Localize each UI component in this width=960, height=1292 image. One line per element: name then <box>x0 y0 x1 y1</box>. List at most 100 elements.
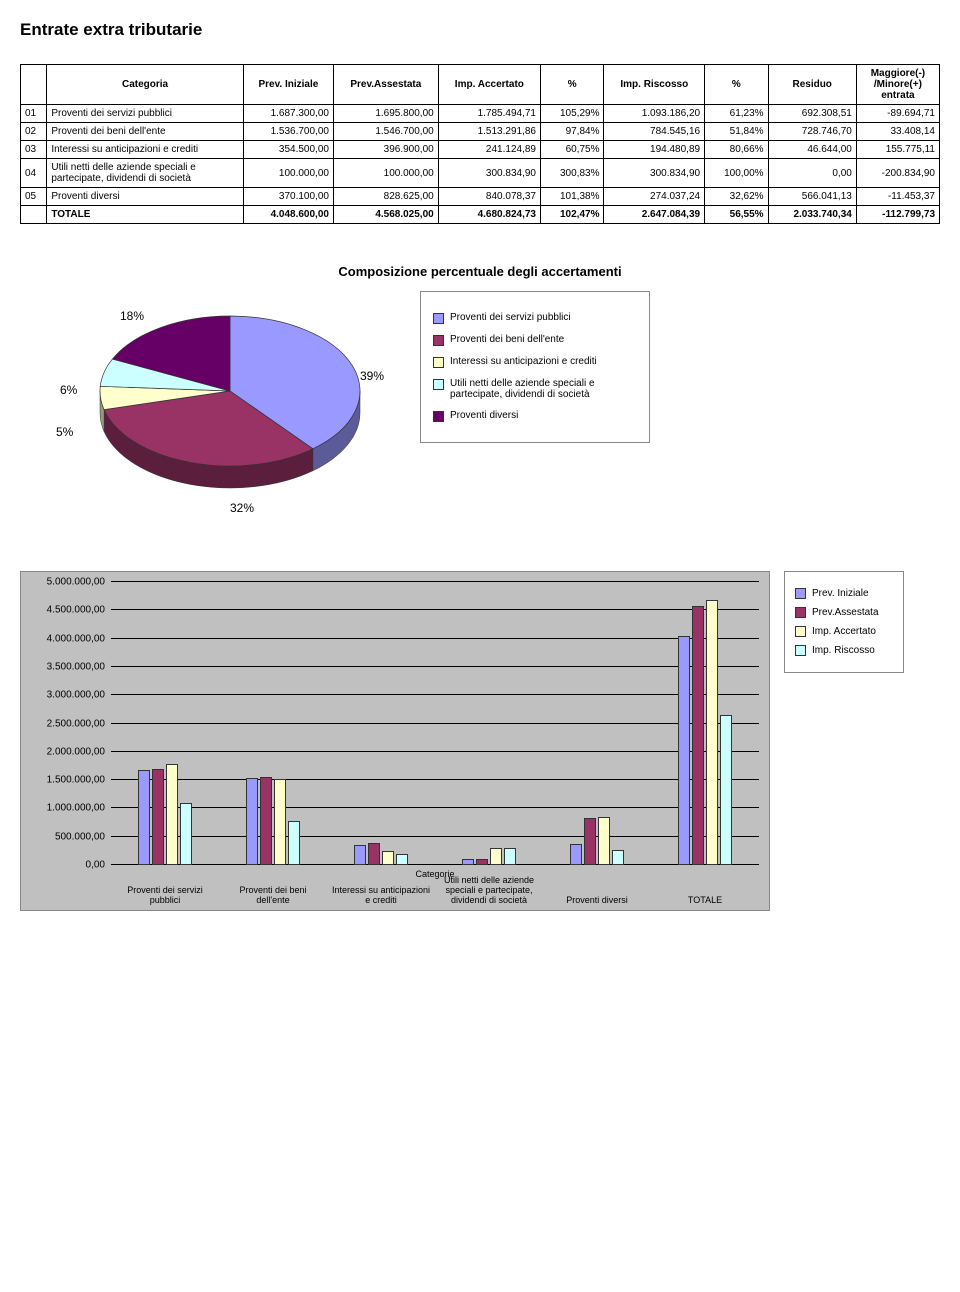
cell: 0,00 <box>768 159 856 188</box>
y-tick-label: 1.000.000,00 <box>47 803 105 814</box>
cell: 60,75% <box>540 141 604 159</box>
bar <box>180 803 192 865</box>
cell: 4.568.025,00 <box>333 206 438 224</box>
table-header: Maggiore(-) /Minore(+) entrata <box>856 65 939 105</box>
cell: 274.037,24 <box>604 188 705 206</box>
gridline: 0,00 <box>111 864 759 865</box>
cell: 300,83% <box>540 159 604 188</box>
legend-label: Proventi diversi <box>450 410 518 421</box>
cell: -112.799,73 <box>856 206 939 224</box>
y-tick-label: 3.500.000,00 <box>47 661 105 672</box>
cell: 1.687.300,00 <box>243 105 333 123</box>
row-category: TOTALE <box>47 206 243 224</box>
row-category: Proventi diversi <box>47 188 243 206</box>
row-id <box>21 206 47 224</box>
cell: 300.834,90 <box>438 159 540 188</box>
legend-swatch <box>433 411 444 422</box>
gridline: 1.000.000,00 <box>111 807 759 808</box>
gridline: 4.000.000,00 <box>111 638 759 639</box>
row-id: 01 <box>21 105 47 123</box>
pie-extra-label: 32% <box>230 501 254 515</box>
table-header: % <box>540 65 604 105</box>
cell: -200.834,90 <box>856 159 939 188</box>
cell: 241.124,89 <box>438 141 540 159</box>
cell: 194.480,89 <box>604 141 705 159</box>
legend-swatch <box>795 607 806 618</box>
row-category: Proventi dei beni dell'ente <box>47 123 243 141</box>
cell: 61,23% <box>705 105 769 123</box>
row-id: 03 <box>21 141 47 159</box>
pie-pct-label: 5% <box>56 425 73 439</box>
bar <box>706 600 718 865</box>
pie-legend-item: Proventi diversi <box>433 410 637 422</box>
table-row: 04Utili netti delle aziende speciali e p… <box>21 159 940 188</box>
legend-label: Prev.Assestata <box>812 607 879 618</box>
bar <box>246 778 258 865</box>
x-category-label: TOTALE <box>655 895 755 905</box>
bar <box>570 844 582 865</box>
cell: -11.453,37 <box>856 188 939 206</box>
legend-swatch <box>795 626 806 637</box>
x-category-label: Proventi dei servizi pubblici <box>115 885 215 905</box>
table-row: 02Proventi dei beni dell'ente1.536.700,0… <box>21 123 940 141</box>
bar <box>354 845 366 865</box>
page-title: Entrate extra tributarie <box>20 20 940 40</box>
table-header: Imp. Accertato <box>438 65 540 105</box>
y-tick-label: 2.000.000,00 <box>47 746 105 757</box>
pie-title: Composizione percentuale degli accertame… <box>20 264 940 279</box>
cell: 101,38% <box>540 188 604 206</box>
cell: 1.695.800,00 <box>333 105 438 123</box>
bar <box>138 770 150 866</box>
y-tick-label: 5.000.000,00 <box>47 577 105 588</box>
bar <box>692 606 704 865</box>
y-tick-label: 2.500.000,00 <box>47 718 105 729</box>
cell: 1.546.700,00 <box>333 123 438 141</box>
table-row: 03Interessi su anticipazioni e crediti35… <box>21 141 940 159</box>
cell: 46.644,00 <box>768 141 856 159</box>
gridline: 4.500.000,00 <box>111 609 759 610</box>
bar-legend-item: Imp. Riscosso <box>795 645 893 656</box>
legend-swatch <box>795 645 806 656</box>
bar <box>476 859 488 865</box>
cell: 105,29% <box>540 105 604 123</box>
row-category: Proventi dei servizi pubblici <box>47 105 243 123</box>
cell: 2.033.740,34 <box>768 206 856 224</box>
cell: 784.545,16 <box>604 123 705 141</box>
cell: 1.785.494,71 <box>438 105 540 123</box>
pie-legend: Proventi dei servizi pubbliciProventi de… <box>420 291 650 443</box>
legend-swatch <box>433 357 444 368</box>
cell: 4.048.600,00 <box>243 206 333 224</box>
bar <box>612 850 624 866</box>
bar <box>720 715 732 865</box>
pie-legend-item: Interessi su anticipazioni e crediti <box>433 356 637 368</box>
bar <box>584 818 596 865</box>
bar-legend-item: Prev. Iniziale <box>795 588 893 599</box>
legend-label: Proventi dei servizi pubblici <box>450 312 571 323</box>
table-header: Prev. Iniziale <box>243 65 333 105</box>
cell: 51,84% <box>705 123 769 141</box>
pie-pct-label: 18% <box>120 309 144 323</box>
cell: 100.000,00 <box>333 159 438 188</box>
bar <box>396 854 408 865</box>
x-category-label: Utili netti delle aziende speciali e par… <box>439 875 539 905</box>
cell: 1.536.700,00 <box>243 123 333 141</box>
cell: 56,55% <box>705 206 769 224</box>
cell: 33.408,14 <box>856 123 939 141</box>
bar-legend-item: Prev.Assestata <box>795 607 893 618</box>
legend-label: Utili netti delle aziende speciali e par… <box>450 378 637 400</box>
table-header: Imp. Riscosso <box>604 65 705 105</box>
gridline: 1.500.000,00 <box>111 779 759 780</box>
row-id: 02 <box>21 123 47 141</box>
legend-label: Prev. Iniziale <box>812 588 869 599</box>
table-header: Residuo <box>768 65 856 105</box>
cell: 100.000,00 <box>243 159 333 188</box>
bar <box>288 821 300 865</box>
bar <box>462 859 474 865</box>
bar-legend: Prev. InizialePrev.AssestataImp. Accerta… <box>784 571 904 673</box>
legend-swatch <box>433 335 444 346</box>
cell: 354.500,00 <box>243 141 333 159</box>
pie-chart: 18%6%5%39% 32% <box>60 291 400 511</box>
cell: 32,62% <box>705 188 769 206</box>
gridline: 2.000.000,00 <box>111 751 759 752</box>
x-category-label: Interessi su anticipazioni e crediti <box>331 885 431 905</box>
